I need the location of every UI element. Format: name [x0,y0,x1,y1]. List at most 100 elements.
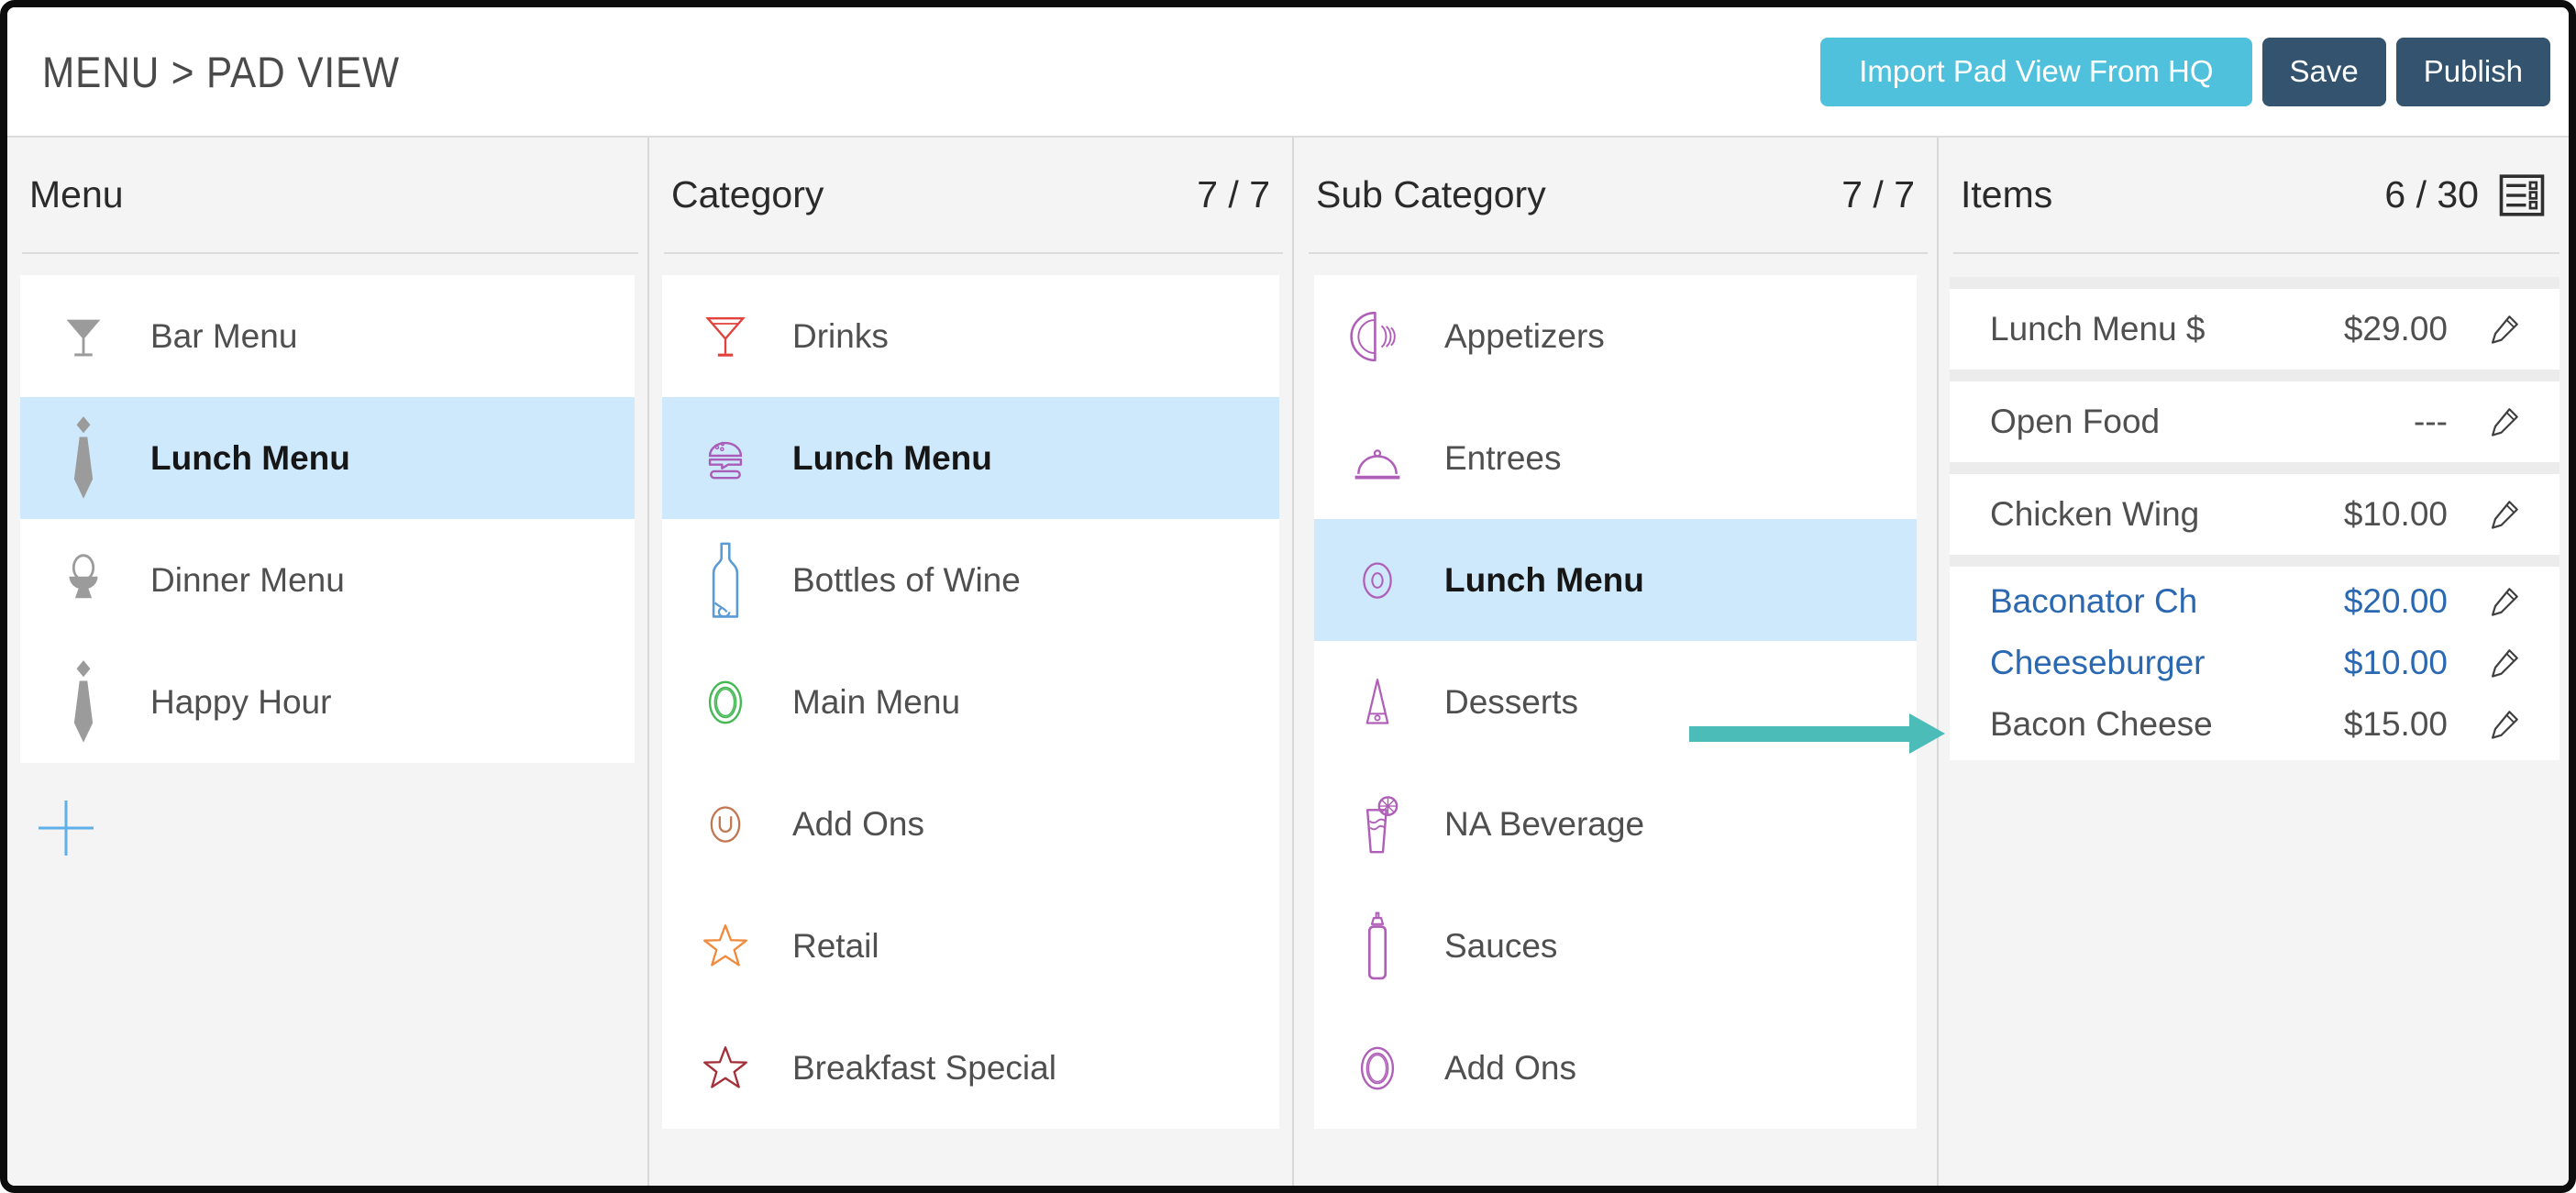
category-column: Category 7 / 7 Drinks [647,138,1292,1186]
item-row-chicken-wing[interactable]: Chicken Wing $10.00 [1950,474,2559,555]
olive-circle-icon [1345,536,1410,624]
item-row-open-food[interactable]: Open Food --- [1950,381,2559,462]
wine-bottle-icon [693,536,757,624]
item-price: $10.00 [2343,643,2448,681]
item-row-baconator-ch[interactable]: Baconator Ch $20.00 [1950,570,2559,632]
row-divider [1950,277,2559,289]
item-name: Lunch Menu $ [1990,310,2206,348]
category-item-breakfast-special[interactable]: Breakfast Special [662,1007,1279,1129]
items-column-title: Items [1961,173,2053,215]
beverage-glass-icon [1345,780,1410,868]
subcategory-column-title: Sub Category [1316,173,1546,215]
subcategory-item-entrees[interactable]: Entrees [1314,397,1917,519]
item-row-cheeseburger[interactable]: Cheeseburger $10.00 [1950,632,2559,693]
category-item-add-ons[interactable]: Add Ons [662,763,1279,885]
items-column: Items 6 / 30 Lunc [1937,138,2569,1186]
item-group: Baconator Ch $20.00 Cheeseburger $10.00 [1950,567,2559,760]
category-item-drinks[interactable]: Drinks [662,275,1279,397]
necktie-icon [51,414,116,503]
items-list: Lunch Menu $ $29.00 Open Food --- [1950,277,2559,760]
category-item-lunch-menu[interactable]: Lunch Menu [662,397,1279,519]
category-item-label: Drinks [792,316,889,355]
row-divider [1950,370,2559,381]
item-row-lunch-menu-s[interactable]: Lunch Menu $ $29.00 [1950,289,2559,370]
publish-button[interactable]: Publish [2395,37,2550,106]
subcategory-column: Sub Category 7 / 7 Appetizers [1292,138,1937,1186]
list-view-icon[interactable] [2497,171,2547,220]
edit-pencil-icon[interactable] [2486,706,2523,743]
item-price: --- [2414,403,2448,440]
edit-pencil-icon[interactable] [2486,311,2523,348]
subcategory-item-label: Lunch Menu [1444,560,1644,599]
subcategory-item-appetizers[interactable]: Appetizers [1314,275,1917,397]
subcategory-item-desserts[interactable]: Desserts [1314,641,1917,763]
import-pad-view-button[interactable]: Import Pad View From HQ [1820,37,2252,106]
items-column-header: Items 6 / 30 [1953,138,2559,254]
subcategory-item-na-beverage[interactable]: NA Beverage [1314,763,1917,885]
item-price: $20.00 [2343,581,2448,620]
row-divider [1950,555,2559,567]
edit-pencil-icon[interactable] [2486,496,2523,533]
circle-u-icon [693,780,757,868]
menu-item-label: Happy Hour [150,682,332,721]
sauce-bottle-icon [1345,902,1410,990]
category-item-label: Breakfast Special [792,1048,1056,1087]
item-row-bacon-cheese[interactable]: Bacon Cheese $15.00 [1950,693,2559,755]
items-count: 6 / 30 [2384,173,2479,215]
menu-column-header: Menu [22,138,638,254]
breadcrumb: MENU > PAD VIEW [42,47,400,96]
item-price: $15.00 [2343,704,2448,743]
martini-glass-icon [51,293,116,381]
category-list: Drinks Lunch Menu [662,275,1279,1129]
item-name: Bacon Cheese [1990,704,2213,743]
dessert-cone-icon [1345,658,1410,746]
category-item-main-menu[interactable]: Main Menu [662,641,1279,763]
subcategory-list: Appetizers Entrees [1314,275,1917,1129]
item-price: $29.00 [2343,310,2448,348]
save-button[interactable]: Save [2261,37,2386,106]
star-dark-icon [693,1024,757,1112]
star-icon [693,902,757,990]
subcategory-item-label: Entrees [1444,438,1562,477]
subcategory-count: 7 / 7 [1841,173,1915,215]
edit-pencil-icon[interactable] [2486,583,2523,620]
add-menu-button[interactable] [37,799,95,857]
menu-column-title: Menu [29,173,124,215]
category-column-title: Category [671,173,824,215]
menu-item-label: Bar Menu [150,316,298,355]
top-bar: MENU > PAD VIEW Import Pad View From HQ … [7,7,2569,138]
menu-column: Menu Bar Menu [7,138,647,1186]
category-count: 7 / 7 [1197,173,1270,215]
egg-cup-icon [51,536,116,624]
row-divider [1950,462,2559,474]
menu-item-dinner-menu[interactable]: Dinner Menu [20,519,635,641]
item-name: Cheeseburger [1990,643,2206,681]
category-item-bottles-of-wine[interactable]: Bottles of Wine [662,519,1279,641]
edit-pencil-icon[interactable] [2486,403,2523,440]
menu-item-happy-hour[interactable]: Happy Hour [20,641,635,763]
martini-outline-icon [693,293,757,381]
menu-item-bar-menu[interactable]: Bar Menu [20,275,635,397]
category-item-label: Lunch Menu [792,438,992,477]
menu-item-lunch-menu[interactable]: Lunch Menu [20,397,635,519]
subcategory-item-label: NA Beverage [1444,804,1645,843]
category-item-retail[interactable]: Retail [662,885,1279,1007]
item-name: Open Food [1990,403,2161,440]
menu-item-label: Lunch Menu [150,438,350,477]
subcategory-item-add-ons[interactable]: Add Ons [1314,1007,1917,1129]
subcategory-item-label: Desserts [1444,682,1578,721]
plus-icon [37,799,95,857]
category-item-label: Bottles of Wine [792,560,1021,599]
item-name: Baconator Ch [1990,581,2198,620]
subcategory-column-header: Sub Category 7 / 7 [1309,138,1928,254]
category-item-label: Add Ons [792,804,924,843]
cloche-icon [1345,414,1410,503]
plate-icon [1345,1024,1410,1112]
subcategory-item-label: Appetizers [1444,316,1605,355]
subcategory-item-sauces[interactable]: Sauces [1314,885,1917,1007]
item-name: Chicken Wing [1990,495,2200,533]
edit-pencil-icon[interactable] [2486,645,2523,681]
subcategory-item-lunch-menu[interactable]: Lunch Menu [1314,519,1917,641]
menu-list: Bar Menu Lunch Menu [20,275,635,763]
menu-item-label: Dinner Menu [150,560,345,599]
